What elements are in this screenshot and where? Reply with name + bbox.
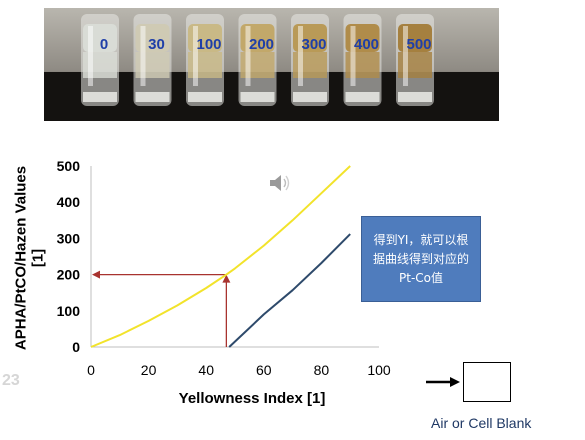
vial (238, 14, 277, 106)
y-tick-label: 500 (57, 158, 81, 174)
x-axis-label: Yellowness Index [1] (178, 390, 326, 407)
x-tick-label: 60 (256, 362, 272, 378)
arrow-right-icon (426, 377, 460, 387)
x-tick-label: 80 (314, 362, 330, 378)
x-tick-label: 0 (87, 362, 95, 378)
chart-ticks: 0 20 40 60 80 100 0 100 200 300 400 500 (57, 158, 391, 378)
guide-arrowhead-left (92, 270, 100, 279)
vial (133, 14, 172, 106)
y-tick-label: 200 (57, 267, 81, 283)
y-tick-label: 300 (57, 230, 81, 246)
vial-label: 300 (301, 36, 327, 53)
x-tick-label: 40 (198, 362, 214, 378)
y-tick-label: 0 (72, 339, 80, 355)
vial-label: 0 (99, 36, 109, 53)
x-tick-label: 20 (141, 362, 157, 378)
vial-photo: 0 30 100 200 300 400 500 (44, 8, 499, 121)
x-tick-label: 100 (367, 362, 391, 378)
annotation-box: 得到YI，就可以根据曲线得到对应的Pt-Co值 (361, 216, 481, 302)
vial (291, 14, 329, 106)
vial (396, 14, 434, 106)
chart-axes (90, 166, 379, 348)
vial-label: 30 (148, 36, 165, 53)
y-axis-label-line1: APHA/PtCO/Hazen Values (12, 165, 30, 351)
blank-cell-box (463, 362, 511, 402)
vial-rack (44, 14, 499, 121)
vial-label: 200 (248, 36, 275, 53)
guide-arrowhead-up (222, 274, 231, 283)
vial-label: 500 (406, 36, 432, 53)
blue-series-line (228, 233, 351, 348)
y-tick-label: 400 (57, 194, 81, 210)
chart-guide (92, 270, 231, 347)
chart-series (90, 165, 351, 348)
blank-label: Air or Cell Blank (431, 415, 532, 431)
yellow-series-line (90, 165, 351, 348)
vial (186, 14, 224, 106)
y-axis-label-line2: [1] (29, 248, 46, 268)
vial (343, 14, 382, 106)
y-axis-label: APHA/PtCO/Hazen Values [1] (12, 165, 47, 351)
y-tick-label: 100 (57, 303, 81, 319)
slide-number: 23 (2, 372, 20, 389)
speaker-icon[interactable] (268, 172, 292, 194)
vial-label: 400 (353, 36, 380, 53)
vial (81, 14, 119, 106)
vial-label: 100 (196, 36, 222, 53)
annotation-text: 得到YI，就可以根据曲线得到对应的Pt-Co值 (372, 232, 469, 285)
